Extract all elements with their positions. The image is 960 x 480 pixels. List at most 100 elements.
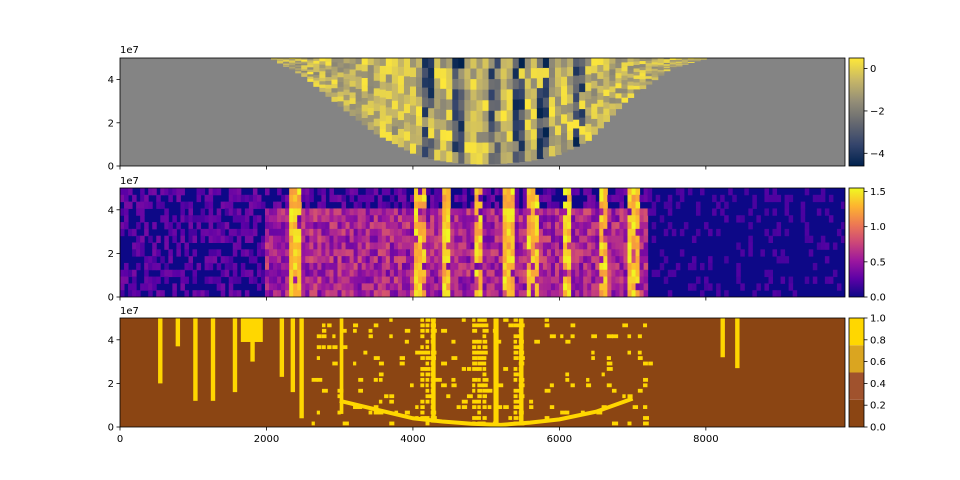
heatmap-cell [607,194,612,203]
indicator-cell [477,399,481,404]
heatmap-cell [615,78,623,84]
heatmap-cell [440,78,447,90]
heatmap-cell [619,269,624,278]
heatmap-cell [524,88,532,100]
heatmap-cell [681,62,689,64]
colorbar-band [849,372,864,400]
heatmap-cell [510,188,516,196]
heatmap-cell [434,98,441,110]
heatmap-cell [530,68,538,79]
heatmap-cell [609,92,617,99]
colorbar-frame [848,317,865,428]
heatmap-cell [283,61,290,63]
heatmap-cell [289,215,294,223]
heatmap-cell [645,76,653,80]
heatmap-cell [373,242,379,250]
heatmap-cell [309,269,314,278]
heatmap-cell [283,64,290,67]
heatmap-cell [440,129,447,141]
heatmap-cell [176,249,181,257]
heatmap-cell [486,222,492,230]
y-tick-label: 4 [108,75,114,86]
heatmap-cell [277,242,282,250]
heatmap-cell [325,262,330,271]
heatmap-cell [391,58,399,68]
heatmap-cell [615,262,620,271]
heatmap-cell [289,58,296,60]
heatmap-cell [454,208,459,216]
heatmap-cell [526,228,532,237]
heatmap-cell [506,201,512,209]
heatmap-cell [317,235,322,243]
heatmap-cell [579,83,586,93]
heatmap-cell [236,215,242,223]
heatmap-cell [498,235,504,243]
indicator-cell [353,328,357,333]
heatmap-cell [824,256,830,264]
heatmap-cell [458,68,465,80]
heatmap-cell [476,58,484,70]
heatmap-cell [635,269,641,278]
heatmap-cell [587,290,592,297]
panel-1: 024 1e7 0−2−4 [108,45,885,173]
heatmap-cell [256,201,262,209]
heatmap-cell [200,228,206,237]
heatmap-cell [307,71,314,75]
colorbar-fill [849,58,864,166]
heatmap-cell [454,276,459,284]
heatmap-cell [546,262,552,271]
heatmap-cell [488,131,496,144]
heatmap-cell [301,215,306,223]
heatmap-cell [317,208,322,216]
indicator-cell [477,367,482,371]
heatmap-cell [381,228,387,237]
heatmap-cell [567,222,572,230]
heatmap-cell [585,66,592,76]
heatmap-cell [385,262,391,271]
heatmap-cell [434,283,439,291]
panel-3: 024 0 2000 4000 6000 8000 1e7 0.00.20.40.60.… [108,306,886,445]
heatmap-cell [442,228,447,237]
heatmap-cell [403,94,411,105]
heatmap-cell [337,82,345,88]
heatmap-cell [367,100,375,109]
colorbar-tick-label: 0.8 [870,335,886,346]
heatmap-cell [164,276,169,284]
heatmap-cell [820,235,826,243]
heatmap-cell [120,269,125,278]
heatmap-cell [542,242,548,250]
heatmap-cell [355,82,363,90]
heatmap-cell [542,87,550,99]
indicator-cell [420,405,425,410]
heatmap-cell [804,228,810,237]
heatmap-cell [426,235,431,243]
indicator-cell [518,318,523,322]
heatmap-cell [277,249,282,257]
heatmap-cell [615,228,620,237]
heatmap-cell [466,269,471,278]
y-tick-label: 0 [108,162,114,173]
heatmap-cell [365,228,371,237]
heatmap-cell [820,242,826,250]
heatmap-cell [410,235,415,243]
heatmap-cell [486,276,492,284]
x-tick-label: 4000 [400,434,425,445]
heatmap-cell [506,262,512,271]
heatmap-cell [422,136,429,148]
heatmap-cell [434,58,441,69]
heatmap-cell [466,222,471,230]
heatmap-cell [120,194,125,203]
heatmap-cell [681,59,689,62]
heatmap-cell [555,283,560,291]
heatmap-cell [506,256,512,264]
heatmap-cell [426,256,431,264]
heatmap-cell [373,111,381,120]
heatmap-cell [418,235,423,243]
heatmap-cell [452,78,459,90]
heatmap-cell [301,249,306,257]
heatmap-cell [273,262,278,271]
heatmap-cell [538,249,544,257]
heatmap-cell [546,290,552,297]
heatmap-cell [583,215,588,223]
heatmap-cell [337,269,343,278]
